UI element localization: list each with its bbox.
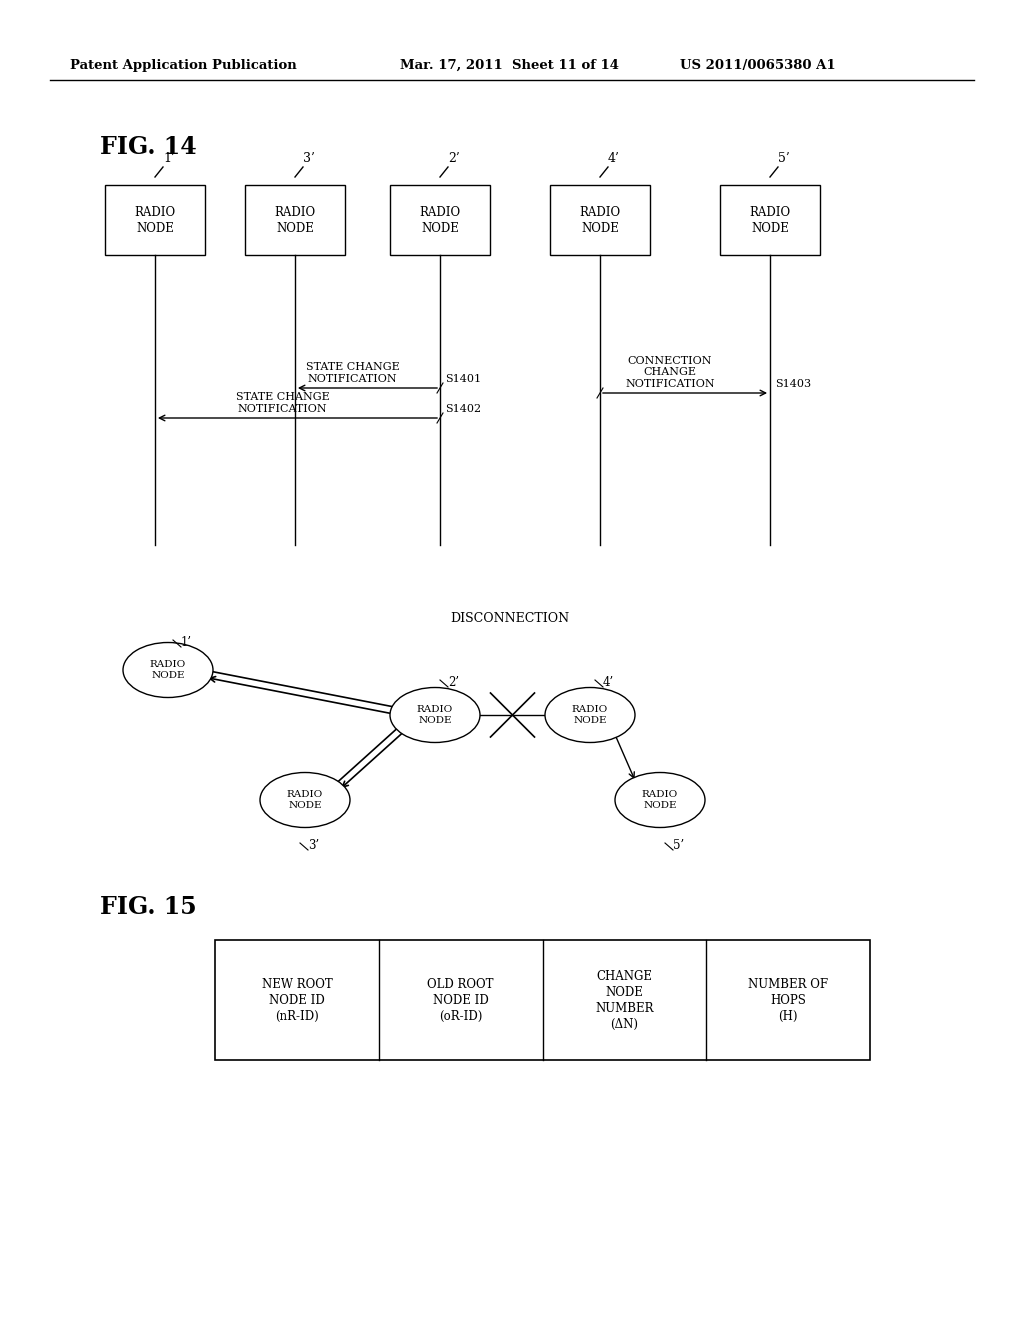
- Text: NEW ROOT
NODE ID
(nR-ID): NEW ROOT NODE ID (nR-ID): [261, 978, 332, 1023]
- Text: RADIO
NODE: RADIO NODE: [287, 791, 324, 809]
- Text: NUMBER OF
HOPS
(H): NUMBER OF HOPS (H): [749, 978, 828, 1023]
- Text: 5’: 5’: [778, 152, 790, 165]
- Text: 4’: 4’: [603, 676, 614, 689]
- Text: CONNECTION
CHANGE
NOTIFICATION: CONNECTION CHANGE NOTIFICATION: [626, 356, 715, 389]
- Text: RADIO
NODE: RADIO NODE: [417, 705, 454, 725]
- Text: RADIO
NODE: RADIO NODE: [750, 206, 791, 235]
- Ellipse shape: [615, 772, 705, 828]
- FancyBboxPatch shape: [105, 185, 205, 255]
- Text: RADIO
NODE: RADIO NODE: [274, 206, 315, 235]
- FancyBboxPatch shape: [215, 940, 870, 1060]
- Text: CHANGE
NODE
NUMBER
(ΔN): CHANGE NODE NUMBER (ΔN): [595, 969, 653, 1031]
- Text: Mar. 17, 2011  Sheet 11 of 14: Mar. 17, 2011 Sheet 11 of 14: [400, 58, 618, 71]
- Text: 4’: 4’: [608, 152, 620, 165]
- Text: 2’: 2’: [449, 676, 459, 689]
- Text: Patent Application Publication: Patent Application Publication: [70, 58, 297, 71]
- Text: FIG. 15: FIG. 15: [100, 895, 197, 919]
- Text: 3’: 3’: [308, 840, 319, 851]
- Text: 1’: 1’: [163, 152, 175, 165]
- FancyBboxPatch shape: [390, 185, 490, 255]
- Text: RADIO
NODE: RADIO NODE: [642, 791, 678, 809]
- Text: 2’: 2’: [449, 152, 460, 165]
- Text: S1402: S1402: [445, 404, 481, 414]
- Ellipse shape: [390, 688, 480, 742]
- Text: STATE CHANGE
NOTIFICATION: STATE CHANGE NOTIFICATION: [236, 392, 330, 414]
- Text: RADIO
NODE: RADIO NODE: [134, 206, 175, 235]
- Text: RADIO
NODE: RADIO NODE: [571, 705, 608, 725]
- Text: OLD ROOT
NODE ID
(oR-ID): OLD ROOT NODE ID (oR-ID): [427, 978, 494, 1023]
- Text: RADIO
NODE: RADIO NODE: [580, 206, 621, 235]
- Text: S1401: S1401: [445, 374, 481, 384]
- Text: RADIO
NODE: RADIO NODE: [150, 660, 186, 680]
- Text: S1403: S1403: [775, 379, 811, 389]
- Text: STATE CHANGE
NOTIFICATION: STATE CHANGE NOTIFICATION: [305, 363, 399, 384]
- Text: 1’: 1’: [181, 636, 193, 649]
- Text: 3’: 3’: [303, 152, 314, 165]
- Text: FIG. 14: FIG. 14: [100, 135, 197, 158]
- Text: US 2011/0065380 A1: US 2011/0065380 A1: [680, 58, 836, 71]
- Ellipse shape: [545, 688, 635, 742]
- Text: RADIO
NODE: RADIO NODE: [420, 206, 461, 235]
- Ellipse shape: [260, 772, 350, 828]
- FancyBboxPatch shape: [720, 185, 820, 255]
- Ellipse shape: [123, 643, 213, 697]
- Text: 5’: 5’: [673, 840, 684, 851]
- FancyBboxPatch shape: [550, 185, 650, 255]
- FancyBboxPatch shape: [245, 185, 345, 255]
- Text: DISCONNECTION: DISCONNECTION: [451, 612, 569, 624]
